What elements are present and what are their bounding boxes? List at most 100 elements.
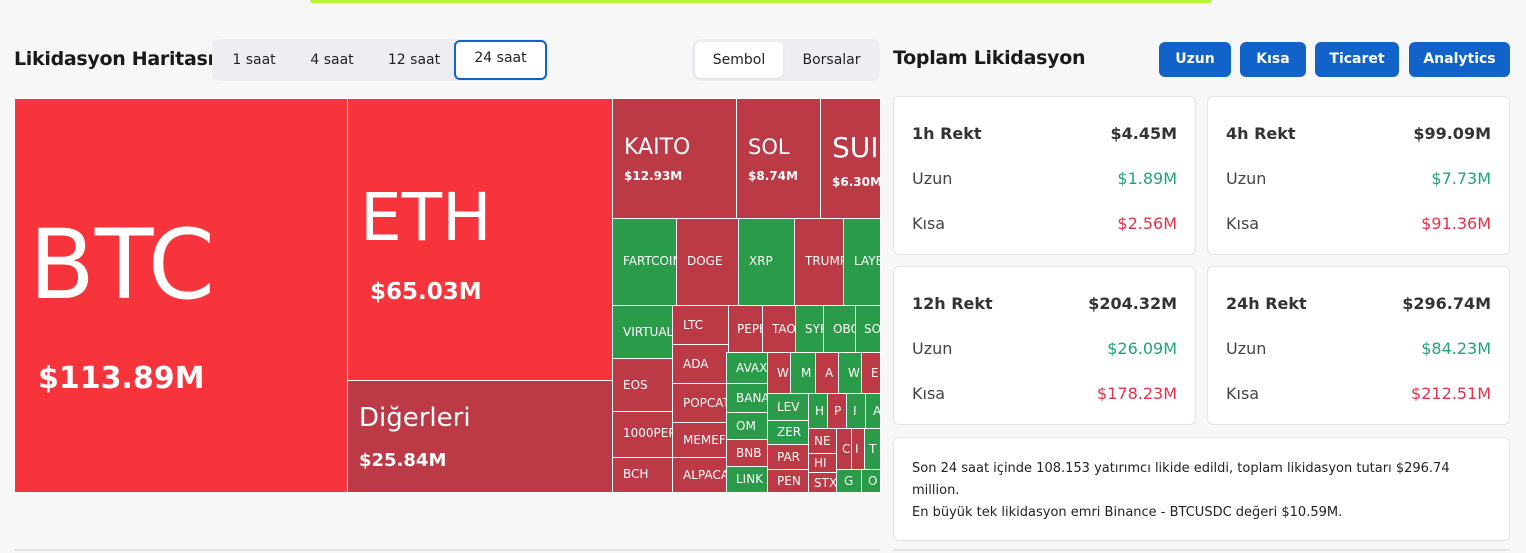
treemap-cell-small[interactable]: M (790, 352, 816, 394)
treemap-cell-small[interactable]: I (846, 393, 866, 429)
treemap-cell-small[interactable]: BNB (726, 439, 768, 467)
short-label: Kısa (1226, 214, 1260, 233)
treemap-cell-small[interactable]: H (808, 393, 828, 429)
long-label: Uzun (912, 169, 953, 188)
treemap-cell-small[interactable]: PAR (767, 444, 809, 470)
treemap-symbol: ZER (777, 425, 802, 439)
treemap-symbol: SOL (748, 135, 790, 159)
treemap-cell-small[interactable]: DOGE (676, 218, 739, 306)
treemap-cell-small[interactable]: PEN (767, 469, 809, 493)
treemap-cell-small[interactable]: W (767, 352, 791, 394)
treemap-cell-small[interactable]: I (851, 428, 865, 470)
treemap-symbol: STX (814, 476, 837, 490)
treemap-cell-kaito[interactable]: KAITO $12.93M (612, 98, 737, 219)
treemap-symbol: I (855, 442, 859, 456)
treemap-symbol: I (853, 404, 857, 418)
treemap-symbol: O (868, 474, 878, 488)
treemap-symbol: EOS (623, 378, 648, 392)
treemap-symbol: LEV (777, 400, 800, 414)
treemap-cell-small[interactable]: MEMEFI (672, 422, 729, 458)
treemap-symbol: LINK (736, 472, 764, 486)
treemap-cell-small[interactable]: OBOL (823, 305, 856, 353)
treemap-cell-small[interactable]: TRUMP (794, 218, 844, 306)
treemap-cell-small[interactable]: TAO (762, 305, 796, 353)
treemap-symbol: LAYER (854, 254, 880, 268)
treemap-cell-sol[interactable]: SOL $8.74M (736, 98, 821, 219)
treemap-cell-small[interactable]: T (864, 428, 881, 470)
treemap-cell-small[interactable]: PEPE (728, 305, 763, 353)
treemap-symbol: TAO (772, 322, 796, 336)
treemap-symbol: P (834, 404, 842, 418)
timeframe-4h[interactable]: 4 saat (310, 52, 354, 68)
treemap-cell-small[interactable]: BCH (612, 457, 673, 493)
treemap-cell-btc[interactable]: BTC $113.89M (14, 98, 348, 493)
treemap-cell-small[interactable]: W (838, 352, 862, 394)
long-button[interactable]: Uzun (1159, 42, 1231, 77)
rekt-card-1h: 1h Rekt $4.45M Uzun $1.89M Kısa $2.56M (893, 96, 1196, 255)
treemap-cell-eth[interactable]: ETH $65.03M (347, 98, 613, 381)
treemap-symbol: DOGE (687, 254, 723, 268)
treemap-cell-small[interactable]: LINK (726, 466, 768, 493)
treemap-cell-small[interactable]: O (861, 469, 881, 493)
treemap-cell-small[interactable]: A (865, 393, 881, 429)
treemap-cell-small[interactable]: STX (808, 472, 837, 493)
treemap-cell-small[interactable]: ALPACA (672, 457, 729, 493)
treemap-cell-small[interactable]: XRP (738, 218, 795, 306)
treemap-cell-small[interactable]: POPCAT (672, 383, 729, 423)
treemap-cell-small[interactable]: E (861, 352, 881, 394)
long-value: $26.09M (1107, 339, 1177, 358)
treemap-symbol: PEPE (737, 322, 762, 336)
treemap-symbol: BTC (29, 209, 215, 321)
treemap-cell-small[interactable]: LAYER (843, 218, 881, 306)
card-label: 1h Rekt (912, 124, 982, 143)
treemap-cell-small[interactable]: AVAX (726, 352, 768, 384)
treemap-cell-small[interactable]: VIRTUAL (612, 305, 673, 359)
treemap-cell-small[interactable]: SYRUP (795, 305, 824, 353)
treemap-symbol: OBOL (833, 322, 855, 336)
card-total: $4.45M (1110, 124, 1177, 143)
treemap-cell-small[interactable]: ZER (767, 420, 809, 445)
treemap-cell-small[interactable]: C (836, 428, 852, 470)
treemap-symbol: A (873, 404, 881, 418)
treemap-symbol: BCH (623, 467, 649, 481)
treemap-cell-small[interactable]: FARTCOIN (612, 218, 677, 306)
timeframe-1h[interactable]: 1 saat (232, 52, 276, 68)
long-label: Uzun (1226, 339, 1267, 358)
treemap-symbol: XRP (749, 254, 773, 268)
treemap-cell-small[interactable]: A (815, 352, 839, 394)
short-button[interactable]: Kısa (1240, 42, 1306, 77)
top-accent-bar (310, 0, 1212, 3)
treemap-symbol: SUI (832, 131, 879, 164)
treemap-cell-sui[interactable]: SUI $6.30M (820, 98, 881, 219)
analytics-button[interactable]: Analytics (1409, 42, 1510, 77)
treemap-value: $65.03M (370, 279, 482, 305)
treemap-cell-small[interactable]: 1000PEPE (612, 411, 673, 458)
timeframe-12h[interactable]: 12 saat (387, 52, 441, 68)
treemap-symbol: 1000PEPE (623, 426, 672, 440)
treemap-cell-small[interactable]: HI (808, 453, 837, 473)
treemap-cell-small[interactable]: LEV (767, 393, 809, 421)
treemap-symbol: PEN (777, 474, 801, 488)
treemap-cell-others[interactable]: Diğerleri $25.84M (347, 380, 613, 493)
timeframe-24h[interactable]: 24 saat (454, 40, 547, 80)
trade-button[interactable]: Ticaret (1315, 42, 1399, 77)
treemap-cell-small[interactable]: LTC (672, 305, 729, 345)
view-exchanges[interactable]: Borsalar (802, 52, 861, 68)
treemap-cell-small[interactable]: P (827, 393, 847, 429)
treemap-cell-small[interactable]: NE (808, 428, 837, 454)
treemap-cell-small[interactable]: SOL (855, 305, 881, 353)
treemap-cell-small[interactable]: EOS (612, 358, 673, 412)
summary-line-1: Son 24 saat içinde 108.153 yatırımcı lik… (912, 461, 1450, 498)
short-label: Kısa (912, 214, 946, 233)
treemap-cell-small[interactable]: BANANA (726, 383, 768, 413)
treemap-cell-small[interactable]: OM (726, 412, 768, 440)
bottom-divider (14, 549, 880, 551)
view-symbol[interactable]: Sembol (695, 42, 783, 78)
treemap-cell-small[interactable]: ADA (672, 344, 729, 384)
treemap-symbol: NE (814, 434, 831, 448)
short-label: Kısa (912, 384, 946, 403)
treemap-symbol: H (815, 404, 825, 418)
treemap-cell-small[interactable]: G (836, 469, 862, 493)
view-mode-selector: Sembol Borsalar (692, 39, 880, 81)
treemap-symbol: POPCAT (683, 396, 729, 410)
